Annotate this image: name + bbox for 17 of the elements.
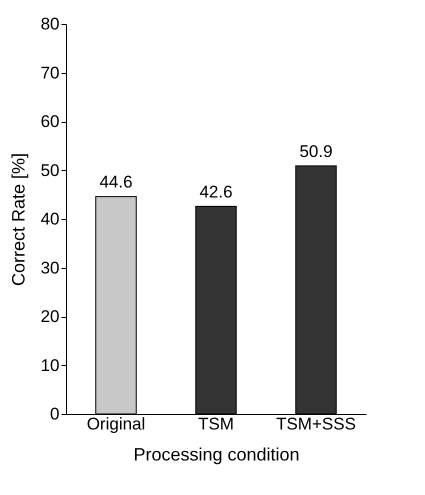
x-tick-label: Original [86,414,146,434]
y-tick-label: 40 [40,210,60,228]
x-tick-label: TSM [198,414,234,434]
data-label: 50.9 [299,142,333,161]
x-tick-label: TSM+SSS [276,414,356,434]
y-tick-label: 20 [40,307,60,326]
y-tick-label: 10 [40,356,60,375]
y-tick-label: 80 [40,14,60,34]
y-tick-label: 70 [40,63,60,82]
data-label: 42.6 [199,182,233,202]
x-axis-title: Processing condition [133,444,300,464]
y-tick-label: 50 [40,160,60,180]
y-tick-label: 30 [40,258,60,278]
y-tick-label: 60 [40,112,60,131]
y-axis-title: Correct Rate [%] [8,152,29,286]
data-label: 44.6 [99,172,133,192]
y-tick-label: 0 [50,404,60,424]
